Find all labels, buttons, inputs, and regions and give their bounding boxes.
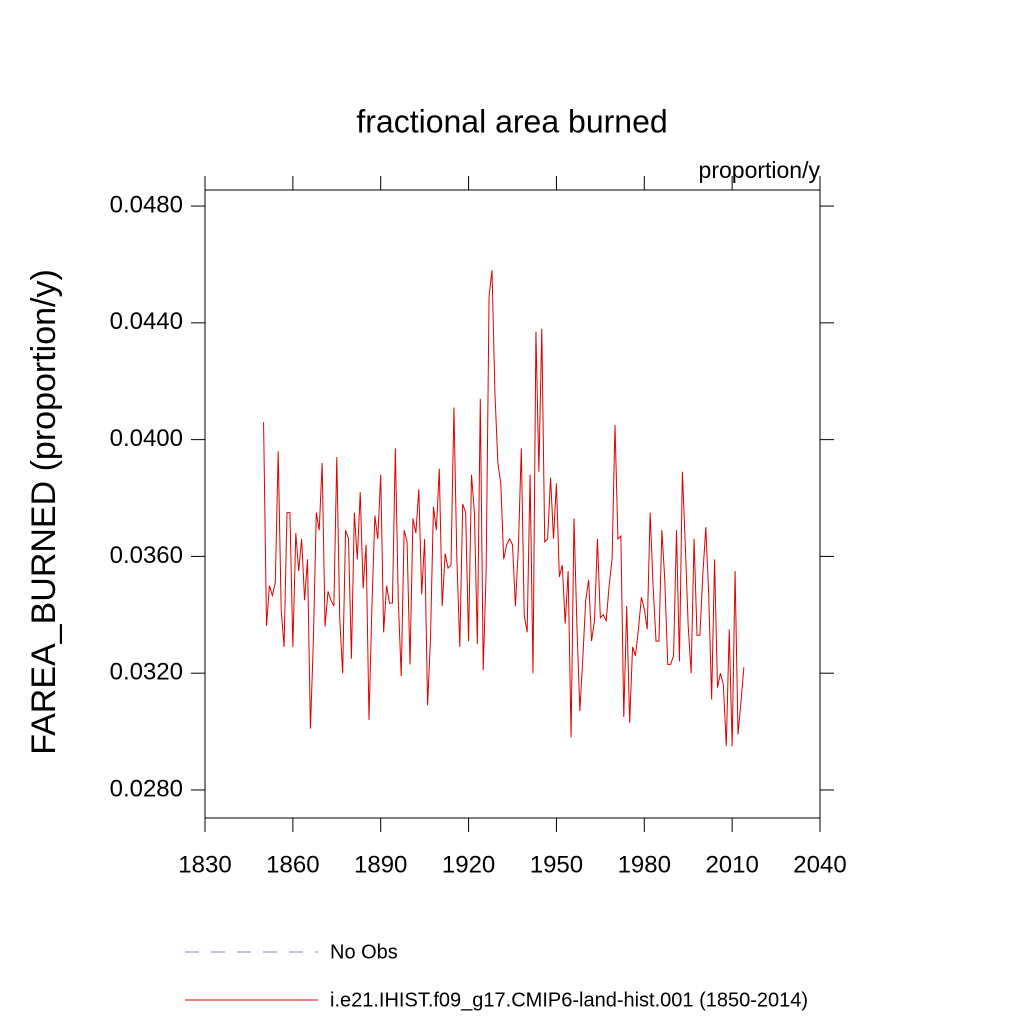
units-label: proportion/y [699,157,821,183]
plot-frame [204,189,821,819]
x-tick-label: 1830 [178,851,231,878]
x-tick-label: 1920 [442,851,495,878]
y-tick-label: 0.0360 [110,542,183,569]
x-tick-label: 2040 [793,851,846,878]
y-tick-label: 0.0320 [110,659,183,686]
y-tick-label: 0.0400 [110,425,183,452]
x-tick-label: 1890 [354,851,407,878]
x-tick-label: 1950 [530,851,583,878]
x-tick-label: 1860 [266,851,319,878]
y-tick-label: 0.0440 [110,308,183,335]
x-tick-label: 2010 [705,851,758,878]
x-tick-label: 1980 [618,851,671,878]
y-axis-label: FAREA_BURNED (proportion/y) [25,269,63,755]
y-tick-label: 0.0480 [110,191,183,218]
data-line [263,270,745,747]
y-tick-label: 0.0280 [110,775,183,802]
legend-label: No Obs [330,941,398,963]
chart-title: fractional area burned [356,103,667,139]
legend-label: i.e21.IHIST.f09_g17.CMIP6-land-hist.001 … [330,989,808,1011]
